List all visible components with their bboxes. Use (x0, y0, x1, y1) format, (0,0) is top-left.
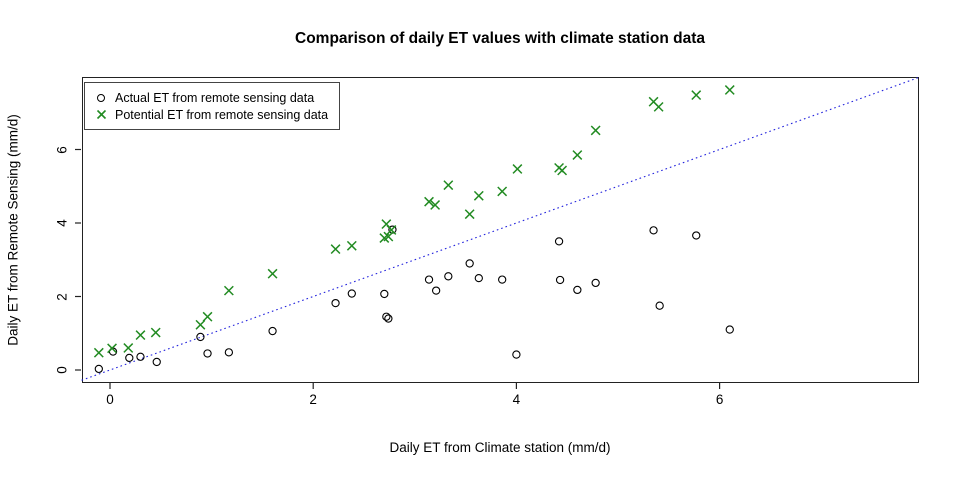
x-marker-icon (94, 109, 108, 120)
data-point-circle (136, 352, 145, 361)
data-point-circle (268, 326, 277, 336)
data-point-x (424, 196, 434, 207)
x-tick-label: 6 (715, 392, 724, 407)
data-point-circle (384, 314, 393, 323)
data-point-circle (431, 286, 441, 295)
plot-box (82, 77, 919, 383)
legend: Actual ET from remote sensing data Poten… (84, 82, 341, 130)
data-point-circle (424, 275, 434, 284)
data-point-circle (94, 364, 103, 374)
data-point-x (572, 150, 583, 160)
data-point-circle (203, 349, 212, 358)
x-tick-label: 4 (512, 392, 521, 407)
data-point-x (512, 164, 523, 174)
data-point-x (381, 219, 392, 230)
data-point-x (150, 327, 161, 338)
data-point-x (443, 180, 454, 191)
data-point-x (590, 125, 601, 136)
data-point-x (383, 231, 394, 242)
data-point-x (497, 186, 508, 197)
data-point-circle (573, 285, 582, 295)
data-point-x (557, 165, 568, 176)
data-point-x (93, 347, 104, 358)
data-point-circle (555, 275, 565, 285)
data-point-circle (347, 289, 356, 298)
data-point-x (267, 268, 278, 279)
data-point-circle (512, 350, 521, 359)
y-axis-label: Daily ET from Remote Sensing (mm/d) (5, 114, 21, 346)
data-point-x (346, 240, 357, 251)
legend-label-potential: Potential ET from remote sensing data (115, 107, 329, 122)
data-point-x (473, 190, 484, 201)
data-point-circle (152, 357, 161, 367)
y-tick-label: 2 (54, 292, 70, 301)
data-point-x (430, 200, 441, 210)
data-point-circle (474, 273, 483, 283)
chart-title: Comparison of daily ET values with clima… (295, 30, 705, 47)
data-point-circle (465, 259, 474, 268)
data-point-x (195, 319, 206, 330)
data-point-circle (692, 231, 701, 240)
data-point-circle (196, 332, 205, 342)
x-tick-label: 0 (106, 392, 114, 407)
y-tick-label: 4 (54, 219, 70, 227)
data-point-circle (554, 237, 564, 246)
legend-item-actual: Actual ET from remote sensing data (94, 89, 328, 106)
data-point-circle (331, 298, 340, 308)
data-point-x (135, 330, 146, 341)
data-point-circle (591, 278, 600, 288)
x-tick-label: 2 (309, 392, 317, 407)
legend-label-actual: Actual ET from remote sensing data (115, 90, 315, 105)
data-point-circle (725, 325, 734, 334)
data-point-circle (444, 272, 453, 281)
data-point-x (107, 343, 117, 354)
x-axis-label: Daily ET from Climate station (mm/d) (389, 440, 611, 455)
data-point-x (464, 209, 475, 220)
data-point-x (691, 90, 702, 101)
data-point-x (330, 244, 341, 255)
data-point-circle (498, 275, 507, 284)
data-point-circle (224, 348, 234, 357)
data-point-circle (380, 289, 389, 299)
data-point-circle (649, 226, 658, 235)
y-tick-label: 0 (54, 366, 70, 374)
data-point-circle (382, 312, 391, 321)
data-point-circle (655, 301, 664, 310)
one-to-one-line (81, 76, 919, 381)
legend-item-potential: Potential ET from remote sensing data (94, 106, 328, 123)
data-point-x (653, 101, 664, 112)
data-point-x (223, 285, 234, 296)
data-point-x (386, 225, 397, 235)
data-point-x (648, 96, 659, 107)
data-point-x (123, 343, 134, 353)
data-point-x (724, 85, 735, 95)
data-point-x (202, 311, 213, 322)
data-point-circle (125, 353, 134, 363)
circle-marker-icon (94, 93, 108, 102)
y-tick-label: 6 (54, 145, 70, 154)
